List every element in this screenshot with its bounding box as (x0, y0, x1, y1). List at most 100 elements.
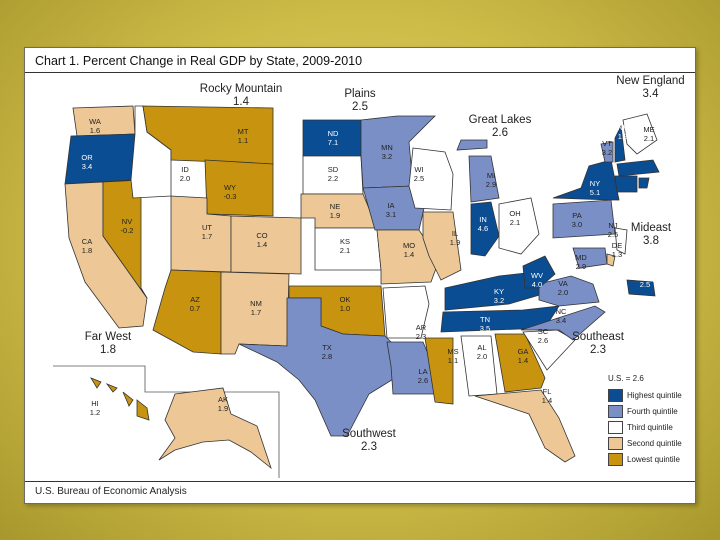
region-name: Great Lakes (468, 114, 532, 126)
state-label-wa: WA 1.6 (89, 117, 101, 135)
state-abbr: AZ (190, 295, 200, 304)
legend-swatch (608, 420, 623, 434)
state-value: 2.1 (510, 218, 520, 227)
state-label-ma: MA 4.2 (659, 167, 670, 185)
region-value: 1.8 (100, 344, 116, 356)
state-ct (614, 175, 638, 193)
state-label-in: IN 4.6 (478, 215, 488, 233)
chart-title: Chart 1. Percent Change in Real GDP by S… (35, 54, 363, 68)
state-label-ny: NY 5.1 (590, 179, 600, 197)
legend-label: Fourth quintile (627, 406, 678, 416)
state-abbr: ME (643, 125, 654, 134)
legend-swatch (608, 404, 623, 418)
state-label-me: ME 2.1 (643, 125, 654, 143)
state-value: 2.5 (414, 174, 424, 183)
state-value: 1.9 (330, 211, 340, 220)
state-label-wi: WI 2.5 (414, 165, 424, 183)
state-az (152, 269, 222, 355)
region-name: Rocky Mountain (199, 83, 283, 95)
state-nh (614, 124, 626, 163)
legend-swatch (608, 388, 623, 402)
state-label-ne: NE 1.9 (330, 202, 340, 220)
state-label-tx: TX 2.8 (322, 343, 332, 361)
state-abbr: WI (414, 165, 423, 174)
state-il (422, 211, 462, 281)
state-abbr: AL (477, 343, 486, 352)
state-label-fl: FL 1.4 (542, 387, 552, 405)
state-label-nv: NV -0.2 (121, 217, 134, 235)
state-abbr: WV (531, 271, 543, 280)
state-label-la: LA 2.6 (418, 367, 428, 385)
state-value: 1.3 (618, 132, 628, 141)
state-value: 2.2 (328, 174, 338, 183)
state-label-ga: GA 1.4 (518, 347, 529, 365)
region-value: 3.4 (642, 88, 659, 100)
state-abbr: NC (556, 307, 567, 316)
state-oh (498, 197, 540, 255)
state-label-ut: UT 1.7 (202, 223, 213, 241)
region-name: Far West (84, 331, 132, 343)
state-label-ak: AK 1.9 (218, 395, 228, 413)
region-name: New England (616, 75, 685, 87)
region-label-mideast: Mideast 3.8 (621, 222, 681, 248)
state-value: 1.4 (518, 356, 528, 365)
region-name: Southeast (572, 331, 624, 343)
state-abbr: OR (81, 153, 93, 162)
state-wa (72, 105, 136, 137)
state-label-ri: RI 2.3 (646, 187, 656, 205)
state-label-ms: MS 1.1 (447, 347, 458, 365)
state-label-pa: PA 3.0 (572, 211, 582, 229)
state-abbr: FL (543, 387, 552, 396)
state-value: -0.3 (224, 192, 237, 201)
state-abbr: CO (256, 231, 267, 240)
state-value: 4.0 (532, 280, 542, 289)
state-abbr: KY (494, 287, 504, 296)
state-abbr: MA (659, 167, 670, 176)
state-value: 2.0 (477, 352, 487, 361)
state-value: 3.4 (556, 316, 566, 325)
state-de (606, 253, 616, 267)
state-in (470, 201, 500, 257)
region-value: 1.4 (233, 96, 249, 108)
state-wi (408, 147, 454, 211)
state-value: 3.5 (480, 324, 490, 333)
state-abbr: NH (618, 123, 629, 132)
state-value: 2.6 (538, 336, 548, 345)
legend-item-fourth: Fourth quintile (608, 403, 692, 419)
state-label-ia: IA 3.1 (386, 201, 396, 219)
legend-swatch (608, 452, 623, 466)
state-label-ky: KY 3.2 (494, 287, 504, 305)
state-value: 2.8 (322, 352, 332, 361)
us-state-map: WA 1.6OR 3.4CA 1.8NV -0.2ID 2.0MT 1.1WY -0.3UT 1… (53, 105, 671, 478)
state-value: 3.1 (620, 202, 630, 211)
state-value: 1.1 (448, 356, 458, 365)
state-fl (474, 389, 576, 463)
state-abbr: IL (452, 229, 458, 238)
inset-frame (53, 365, 280, 478)
state-value: 3.2 (382, 152, 392, 161)
state-value: 1.6 (90, 126, 100, 135)
state-ri (638, 177, 650, 189)
state-value: 1.7 (202, 232, 212, 241)
state-value: 3.4 (82, 162, 92, 171)
region-name: Mideast (630, 222, 672, 234)
state-label-nj: NJ 2.5 (608, 221, 618, 239)
state-sc (522, 329, 576, 371)
state-label-ok: OK 1.0 (340, 295, 351, 313)
state-value: 3.2 (494, 296, 504, 305)
state-abbr: ND (328, 129, 339, 138)
state-label-az: AZ 0.7 (190, 295, 200, 313)
state-abbr: VA (558, 279, 567, 288)
source-divider (25, 481, 695, 482)
state-value: -0.2 (121, 226, 134, 235)
state-value: 1.4 (542, 396, 552, 405)
legend-label: Second quintile (627, 438, 682, 448)
state-abbr: IA (387, 201, 394, 210)
state-ar (382, 285, 430, 339)
region-label-southeast: Southeast 2.3 (558, 331, 638, 357)
state-vt (600, 141, 614, 163)
state-abbr: NM (250, 299, 262, 308)
state-tx (238, 297, 398, 437)
state-ny (552, 159, 620, 201)
state-mi (456, 139, 500, 203)
